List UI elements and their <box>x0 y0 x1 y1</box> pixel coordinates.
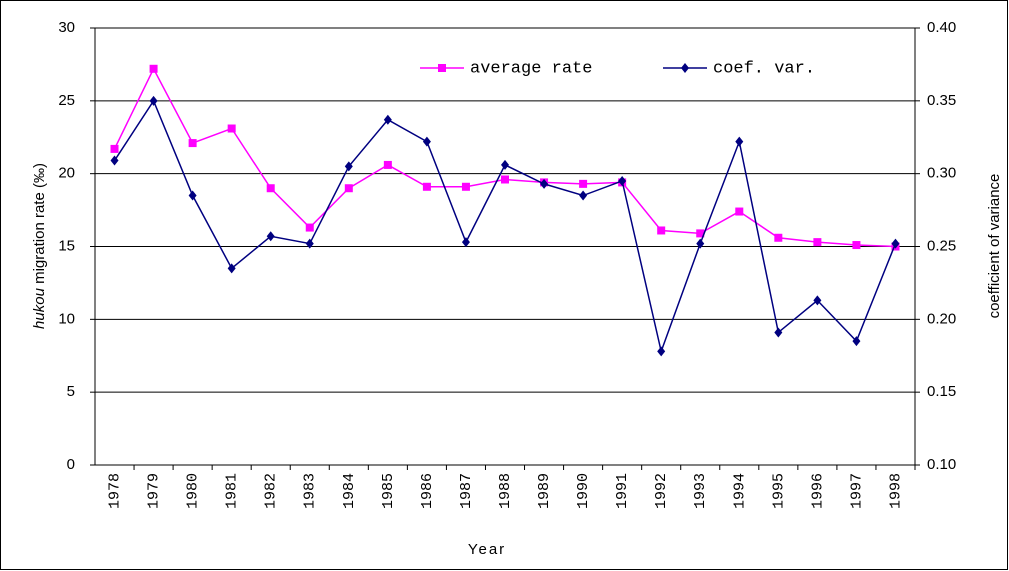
x-tick-label: 1987 <box>458 473 475 509</box>
y2-axis-label: coefficient of variance <box>986 174 1003 319</box>
y-tick-label: 25 <box>58 92 75 109</box>
marker <box>657 226 666 235</box>
y2-tick-label: 0.25 <box>927 237 956 254</box>
x-tick-label: 1990 <box>575 473 592 509</box>
marker <box>110 155 119 166</box>
x-tick-label: 1988 <box>497 473 514 509</box>
marker <box>188 190 197 201</box>
marker <box>422 136 431 147</box>
marker <box>266 184 275 193</box>
marker <box>344 184 353 193</box>
x-tick-label: 1985 <box>380 473 397 509</box>
marker <box>110 144 119 153</box>
marker <box>852 336 861 347</box>
marker <box>383 160 392 169</box>
x-tick-label: 1994 <box>731 473 748 509</box>
x-tick-label: 1991 <box>614 473 631 509</box>
marker <box>422 182 431 191</box>
x-tick-label: 1998 <box>887 473 904 509</box>
y-axis-label: hukou migration rate (‰) <box>31 163 48 329</box>
marker <box>305 238 314 249</box>
y2-tick-label: 0.40 <box>927 19 956 36</box>
marker <box>696 238 705 249</box>
marker <box>227 263 236 274</box>
marker <box>774 327 783 338</box>
x-tick-label: 1986 <box>419 473 436 509</box>
y-tick-label: 10 <box>58 310 75 327</box>
marker <box>266 231 275 242</box>
x-tick-label: 1984 <box>341 473 358 509</box>
x-tick-label: 1997 <box>848 473 865 509</box>
marker <box>735 136 744 147</box>
marker <box>579 190 588 201</box>
x-tick-label: 1979 <box>146 473 163 509</box>
marker <box>852 241 861 250</box>
x-tick-label: 1980 <box>185 473 202 509</box>
plot-area <box>94 27 916 466</box>
y-tick-label: 15 <box>58 237 75 254</box>
x-tick-label: 1981 <box>224 473 241 509</box>
series-line <box>113 99 897 355</box>
marker <box>501 175 509 184</box>
y-tick-label: 30 <box>58 19 75 36</box>
x-tick-label: 1978 <box>106 473 123 509</box>
x-tick-label: 1993 <box>692 473 709 509</box>
x-tick-label: 1996 <box>809 473 826 509</box>
marker <box>657 346 666 357</box>
series-line <box>113 67 896 248</box>
marker <box>774 233 783 242</box>
y2-tick-label: 0.20 <box>927 310 956 327</box>
y-axis-label-rest: migration rate (‰) <box>31 163 48 284</box>
marker <box>305 223 314 232</box>
y2-tick-label: 0.35 <box>927 92 956 109</box>
marker <box>735 207 744 216</box>
x-axis-label: Year <box>468 541 506 558</box>
marker <box>891 238 900 249</box>
x-tick-label: 1983 <box>302 473 319 509</box>
marker <box>344 161 353 172</box>
marker <box>461 182 470 191</box>
marker <box>618 175 627 186</box>
legend-label: average rate <box>470 59 592 78</box>
marker <box>501 159 509 170</box>
y-tick-label: 20 <box>58 165 75 182</box>
marker <box>813 295 822 306</box>
marker <box>813 238 822 247</box>
x-tick-label: 1982 <box>263 473 280 509</box>
marker <box>383 114 392 125</box>
x-tick-label: 1992 <box>653 473 670 509</box>
marker <box>149 64 158 73</box>
x-tick-label: 1995 <box>770 473 787 509</box>
y2-tick-label: 0.10 <box>927 456 956 473</box>
legend-marker <box>438 64 446 72</box>
marker <box>540 178 549 189</box>
legend-label: coef. var. <box>713 59 815 78</box>
x-tick-label: 1989 <box>536 473 553 509</box>
marker <box>188 139 197 148</box>
marker <box>579 179 588 188</box>
marker <box>696 229 705 238</box>
marker <box>227 124 236 133</box>
y-tick-label: 0 <box>67 456 75 473</box>
marker <box>461 237 470 248</box>
y2-tick-label: 0.15 <box>927 383 956 400</box>
y-tick-label: 5 <box>67 383 75 400</box>
y-axis-label-italic: hukou <box>31 287 48 329</box>
y2-tick-label: 0.30 <box>927 165 956 182</box>
marker <box>149 95 158 106</box>
legend-marker <box>681 63 689 73</box>
